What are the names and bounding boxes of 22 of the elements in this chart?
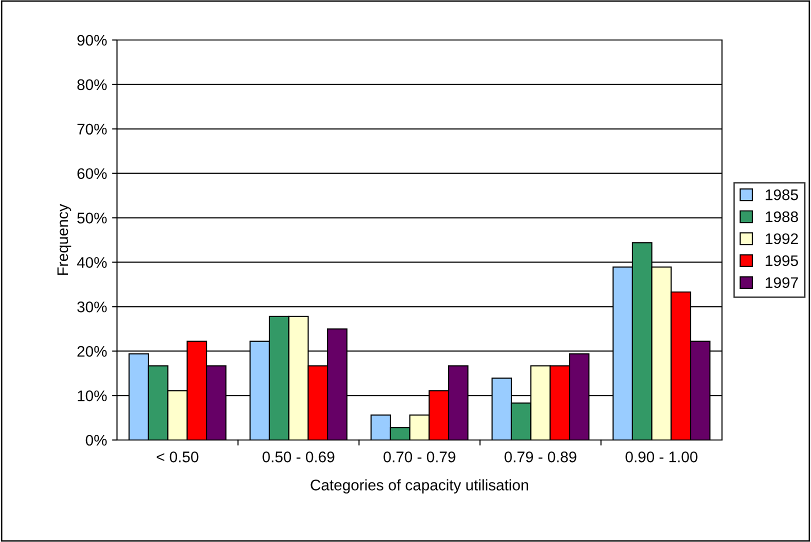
legend-label: 1992 <box>766 233 798 244</box>
x-axis-title: Categories of capacity utilisation <box>310 479 528 494</box>
x-tick-label: 0.79 - 0.89 <box>504 452 576 462</box>
y-tick-label: 0% <box>86 434 107 446</box>
y-tick-label: 40% <box>77 257 107 268</box>
y-tick-label: 30% <box>77 302 107 312</box>
x-tick-label: 0.90 - 1.00 <box>626 452 698 462</box>
y-tick-label: 20% <box>77 346 107 357</box>
x-tick-label: 0.50 - 0.69 <box>262 452 334 462</box>
legend-label: 1985 <box>766 189 798 200</box>
y-tick-label: 50% <box>77 212 107 224</box>
y-axis-title: Frequency <box>57 204 72 275</box>
y-tick-label: 70% <box>77 124 107 135</box>
legend-label: 1997 <box>766 277 798 288</box>
y-tick-label: 80% <box>77 79 107 90</box>
y-tick-label: 10% <box>78 390 107 402</box>
y-tick-label: 90% <box>77 34 107 46</box>
x-tick-label: 0.70 - 0.79 <box>384 452 456 462</box>
legend-label: 1995 <box>766 255 798 266</box>
y-tick-label: 60% <box>77 168 107 180</box>
legend-label: 1988 <box>766 211 798 222</box>
x-tick-label: < 0.50 <box>156 452 198 462</box>
